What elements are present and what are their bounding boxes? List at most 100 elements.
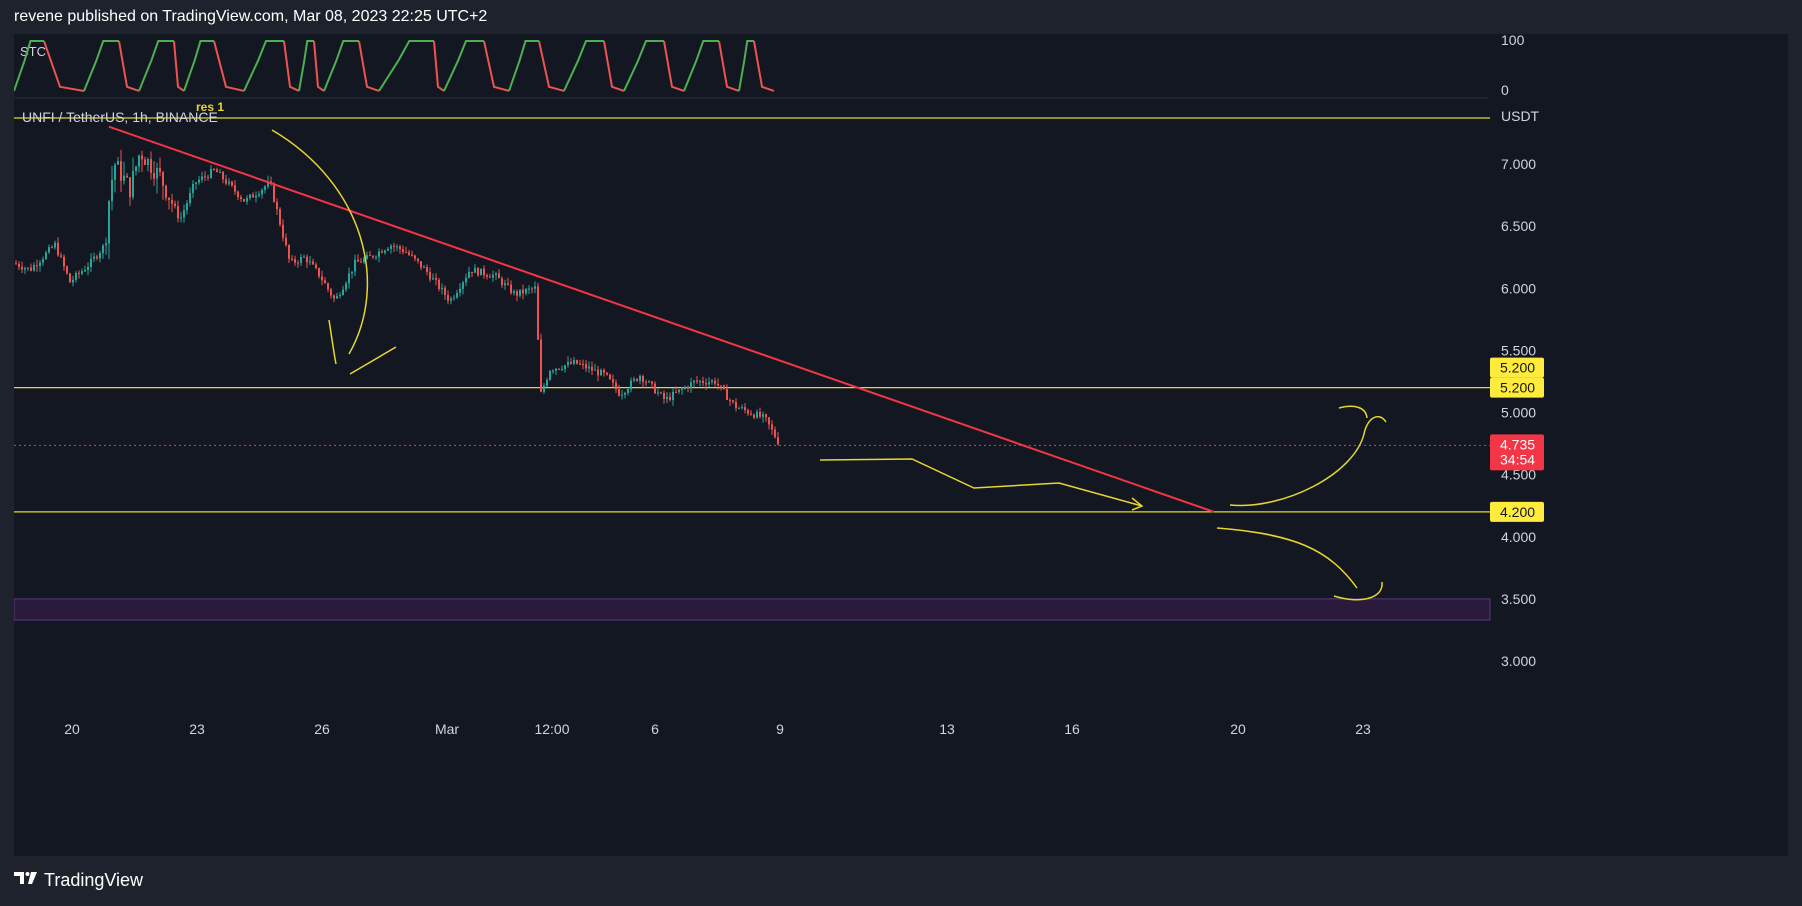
candle-body bbox=[261, 189, 263, 195]
candle-body bbox=[519, 289, 521, 296]
candle-body bbox=[246, 197, 248, 202]
bounce-up-path[interactable] bbox=[1229, 415, 1387, 507]
candle-body bbox=[315, 264, 317, 268]
x-tick-label: 23 bbox=[189, 721, 205, 737]
x-tick-label: 20 bbox=[64, 721, 80, 737]
candle-body bbox=[627, 389, 629, 393]
tradingview-brand[interactable]: TradingView bbox=[14, 870, 143, 891]
candle-body bbox=[318, 267, 320, 277]
annotation-stroke-left[interactable] bbox=[328, 319, 337, 365]
annotation-stroke-right[interactable] bbox=[349, 346, 397, 375]
candle-body bbox=[486, 275, 488, 277]
candle-body bbox=[348, 273, 350, 284]
candle-body bbox=[507, 283, 509, 285]
candle-body bbox=[441, 287, 443, 290]
stc-fall-segment bbox=[753, 40, 775, 92]
price-axis[interactable]: USDT 7.000 6.500 6.000 5.500 5.000 4.500 4.000… bbox=[1490, 108, 1544, 669]
candle-body bbox=[111, 179, 113, 202]
candle-body bbox=[663, 392, 665, 400]
candle-body bbox=[738, 408, 740, 410]
annotation-arc[interactable] bbox=[271, 129, 369, 355]
candle-body bbox=[417, 258, 419, 262]
candle-body bbox=[171, 199, 173, 204]
candle-body bbox=[24, 268, 26, 270]
candle-body bbox=[510, 284, 512, 294]
candle-body bbox=[294, 259, 296, 263]
candle-body bbox=[141, 155, 143, 160]
stc-fall-segment bbox=[433, 40, 445, 92]
candle-group bbox=[15, 149, 779, 446]
candle-body bbox=[147, 159, 149, 166]
projection-arrowhead[interactable] bbox=[1131, 497, 1144, 511]
candle-body bbox=[672, 391, 674, 400]
candle-body bbox=[42, 259, 44, 263]
candle-body bbox=[279, 209, 281, 225]
price-chart[interactable]: STC 100 0 bbox=[14, 34, 1788, 856]
candle-body bbox=[264, 186, 266, 190]
candle-body bbox=[234, 185, 236, 192]
candle-body bbox=[594, 369, 596, 371]
candle-body bbox=[153, 173, 155, 179]
stc-rise-segment bbox=[378, 40, 434, 92]
candle-body bbox=[162, 172, 164, 186]
candle-body bbox=[642, 375, 644, 382]
candle-body bbox=[93, 256, 95, 259]
candle-body bbox=[240, 197, 242, 199]
candle-body bbox=[675, 391, 677, 393]
drawing-annotations bbox=[271, 129, 1387, 601]
candle-body bbox=[468, 271, 470, 278]
candle-body bbox=[630, 380, 632, 390]
candle-body bbox=[108, 201, 110, 244]
candle-body bbox=[720, 385, 722, 387]
x-tick-label: 26 bbox=[314, 721, 330, 737]
candle-body bbox=[702, 380, 704, 383]
candle-body bbox=[87, 266, 89, 271]
candle-body bbox=[192, 183, 194, 193]
chart-frame[interactable]: STC 100 0 bbox=[14, 34, 1788, 856]
support-zone bbox=[14, 598, 1491, 621]
stc-label: STC bbox=[20, 44, 46, 59]
candle-body bbox=[765, 414, 767, 418]
candle-body bbox=[414, 255, 416, 259]
candle-body bbox=[99, 253, 101, 259]
stc-rise-segment bbox=[738, 40, 754, 92]
candle-body bbox=[756, 411, 758, 418]
breakdown-path[interactable] bbox=[1216, 527, 1358, 589]
candle-body bbox=[309, 261, 311, 263]
candle-body bbox=[114, 164, 116, 180]
candle-body bbox=[282, 224, 284, 238]
candle-body bbox=[273, 183, 275, 202]
candle-body bbox=[477, 268, 479, 276]
candle-body bbox=[666, 396, 668, 400]
candle-body bbox=[102, 245, 104, 254]
candle-body bbox=[33, 265, 35, 271]
candle-body bbox=[552, 370, 554, 372]
candle-body bbox=[408, 252, 410, 255]
candle-body bbox=[687, 387, 689, 389]
stc-rise-segment bbox=[183, 40, 214, 92]
candle-body bbox=[405, 251, 407, 253]
candle-body bbox=[375, 256, 377, 258]
time-axis[interactable]: 20 23 26 Mar 12:00 6 9 13 16 20 23 bbox=[64, 721, 1371, 737]
candle-body bbox=[360, 261, 362, 263]
projection-path[interactable] bbox=[819, 458, 1143, 507]
breakdown-hook[interactable] bbox=[1333, 581, 1383, 601]
candle-body bbox=[327, 283, 329, 290]
candle-body bbox=[369, 255, 371, 257]
candle-body bbox=[159, 167, 161, 173]
candle-body bbox=[690, 382, 692, 389]
candle-body bbox=[156, 167, 158, 179]
candle-body bbox=[579, 363, 581, 365]
y-tick-label: 3.500 bbox=[1501, 591, 1536, 607]
x-tick-label: 23 bbox=[1355, 721, 1371, 737]
descending-trendline[interactable] bbox=[108, 125, 1215, 513]
y-tick-label: 7.000 bbox=[1501, 156, 1536, 172]
bounce-up-hook[interactable] bbox=[1338, 405, 1368, 419]
candle-body bbox=[456, 292, 458, 298]
candle-body bbox=[345, 283, 347, 290]
candle-body bbox=[144, 159, 146, 166]
candle-body bbox=[450, 298, 452, 301]
tradingview-logo-icon bbox=[14, 870, 40, 891]
candle-body bbox=[129, 177, 131, 198]
candle-body bbox=[354, 259, 356, 272]
